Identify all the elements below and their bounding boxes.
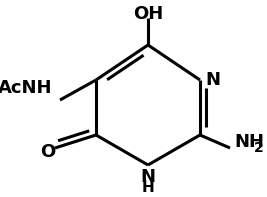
Text: OH: OH bbox=[133, 5, 163, 23]
Text: H: H bbox=[142, 180, 154, 195]
Text: AcNH: AcNH bbox=[0, 79, 52, 97]
Text: O: O bbox=[40, 143, 56, 161]
Text: NH: NH bbox=[234, 133, 264, 151]
Text: N: N bbox=[140, 168, 155, 186]
Text: 2: 2 bbox=[254, 141, 264, 155]
Text: N: N bbox=[205, 71, 220, 89]
